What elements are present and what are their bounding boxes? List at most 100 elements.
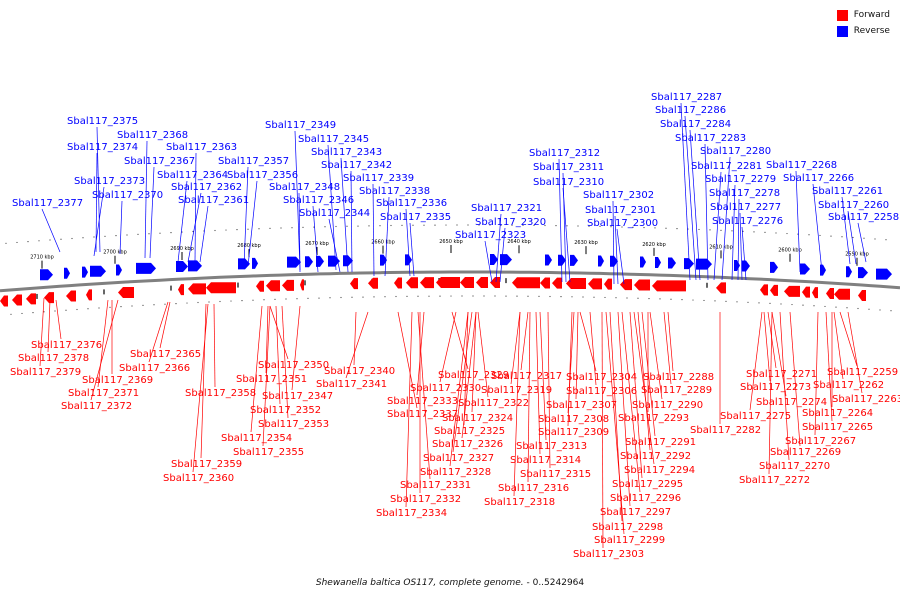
forward-gene-label: Sbal117_2332: [390, 494, 461, 505]
scale-dot: [725, 300, 727, 302]
reverse-gene-label: Sbal117_2323: [455, 230, 526, 241]
forward-gene-arrow: [476, 277, 488, 289]
reverse-gene-label: Sbal117_2377: [12, 198, 83, 209]
forward-leader-line: [192, 303, 209, 473]
scale-dot: [709, 229, 711, 231]
forward-gene-label: Sbal117_2292: [620, 451, 691, 462]
legend-label-reverse: Reverse: [853, 26, 890, 36]
forward-gene-arrow: [300, 279, 304, 291]
legend: Forward Reverse: [836, 8, 890, 40]
scale-dot: [197, 301, 199, 304]
forward-gene-label: Sbal117_2290: [632, 400, 703, 411]
reverse-gene-label: Sbal117_2370: [92, 190, 163, 201]
genome-backbone: [0, 270, 900, 293]
forward-leader-line: [55, 299, 62, 340]
scale-dot: [775, 232, 777, 234]
scale-dot: [214, 229, 216, 232]
reverse-gene-arrow: [90, 265, 106, 277]
forward-gene-arrow: [394, 277, 402, 289]
forward-gene-label: Sbal117_2331: [400, 480, 471, 491]
forward-leader-line: [847, 311, 863, 394]
reverse-leader-line: [298, 192, 301, 273]
reverse-gene-label: Sbal117_2357: [218, 156, 289, 167]
reverse-gene-arrow: [490, 254, 498, 266]
scale-dot: [659, 298, 661, 300]
forward-gene-arrow: [760, 284, 768, 296]
reverse-gene-arrow: [640, 256, 646, 268]
forward-leader-line: [159, 301, 171, 349]
forward-leader-line: [471, 311, 477, 413]
forward-leader-line: [262, 305, 271, 447]
reverse-leader-line: [194, 152, 197, 263]
forward-leader-line: [637, 311, 651, 451]
reverse-leader-line: [731, 184, 736, 281]
forward-leader-line: [833, 311, 844, 380]
scale-dot: [423, 224, 425, 226]
forward-leader-line: [539, 311, 547, 441]
scale-dot: [467, 224, 469, 226]
scale-dot: [632, 226, 634, 228]
forward-leader-line: [527, 311, 531, 483]
scale-label: 2670 kbp: [305, 241, 329, 247]
reverse-gene-label: Sbal117_2343: [311, 147, 382, 158]
forward-leader-line: [789, 311, 801, 447]
reverse-gene-label: Sbal117_2283: [675, 133, 746, 144]
forward-gene-label: Sbal117_2372: [61, 401, 132, 412]
scale-dot: [857, 307, 859, 310]
scale-label: 2710 kbp: [30, 255, 54, 261]
forward-leader-line: [617, 311, 631, 507]
forward-leader-line: [353, 311, 357, 366]
reverse-leader-line: [713, 171, 722, 281]
scale-dot: [274, 298, 276, 300]
scale-dot: [406, 295, 408, 297]
forward-gene-arrow: [812, 287, 818, 299]
forward-gene-label: Sbal117_2366: [119, 363, 190, 374]
forward-gene-label: Sbal117_2354: [221, 433, 292, 444]
scale-dot: [208, 301, 210, 303]
scale-dot: [863, 237, 865, 239]
reverse-leader-line: [558, 158, 563, 283]
legend-item-reverse: Reverse: [836, 24, 890, 38]
reverse-gene-label: Sbal117_2349: [265, 120, 336, 131]
reverse-leader-line: [119, 200, 123, 255]
reverse-gene-label: Sbal117_2260: [818, 200, 889, 211]
scale-dot: [60, 238, 62, 240]
scale-dot: [329, 297, 331, 299]
forward-gene-label: Sbal117_2340: [324, 366, 395, 377]
reverse-gene-label: Sbal117_2280: [700, 146, 771, 157]
reverse-gene-arrow: [176, 261, 188, 273]
reverse-gene-arrow: [858, 267, 868, 279]
forward-gene-arrow: [178, 284, 184, 296]
reverse-gene-arrow: [305, 256, 313, 268]
scale-dot: [291, 227, 293, 229]
forward-gene-label: Sbal117_2355: [233, 447, 304, 458]
forward-gene-arrow: [420, 277, 434, 289]
reverse-gene-label: Sbal117_2374: [67, 142, 138, 153]
reverse-leader-line: [499, 227, 506, 283]
forward-leader-line: [97, 299, 109, 388]
scale-dot: [43, 311, 45, 313]
scale-dot: [219, 300, 221, 303]
scale-dot: [32, 312, 34, 314]
reverse-gene-label: Sbal117_2368: [117, 130, 188, 141]
scale-dot: [142, 304, 144, 306]
forward-gene-label: Sbal117_2347: [262, 391, 333, 402]
scale-dot: [280, 227, 282, 229]
forward-gene-label: Sbal117_2274: [756, 397, 827, 408]
forward-gene-arrow: [368, 277, 378, 289]
reverse-gene-label: Sbal117_2279: [705, 174, 776, 185]
scale-dot: [71, 237, 73, 240]
scale-dot: [373, 296, 375, 298]
reverse-leader-line: [199, 205, 209, 263]
scale-dot: [577, 225, 579, 227]
scale-dot: [137, 233, 139, 235]
scale-dot: [808, 234, 810, 236]
reverse-gene-arrow: [380, 254, 387, 266]
scale-dot: [148, 233, 150, 235]
forward-gene-label: Sbal117_2341: [316, 379, 387, 390]
reverse-gene-arrow: [252, 257, 258, 269]
reverse-leader-line: [680, 102, 691, 281]
forward-leader-line: [621, 311, 641, 493]
scale-dot: [637, 297, 639, 299]
scale-dot: [335, 225, 337, 228]
